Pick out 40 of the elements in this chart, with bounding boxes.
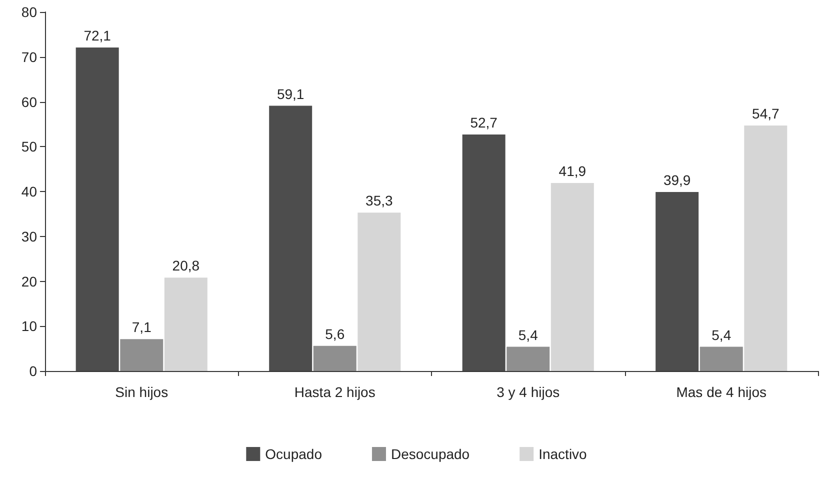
data-label: 52,7	[470, 114, 498, 131]
y-tick-label: 70	[21, 48, 38, 65]
data-label: 20,8	[172, 258, 200, 274]
data-label: 54,7	[752, 106, 780, 122]
data-label: 5,4	[518, 326, 538, 343]
data-label: 72,1	[84, 27, 112, 44]
data-label: 5,4	[712, 326, 732, 343]
bar	[120, 339, 164, 371]
y-tick-label: 60	[21, 94, 38, 110]
y-tick-label: 80	[21, 4, 38, 20]
legend-label: Desocupado	[390, 446, 470, 462]
bar	[656, 192, 699, 371]
y-tick-label: 20	[21, 273, 38, 290]
data-label: 7,1	[132, 319, 152, 336]
bar	[164, 278, 208, 371]
x-tick-label: Sin hijos	[115, 384, 168, 400]
bar	[358, 212, 401, 371]
y-tick-label: 40	[21, 184, 38, 200]
bar	[76, 47, 119, 371]
bar	[550, 182, 594, 371]
data-label: 35,3	[366, 192, 393, 209]
bar	[506, 346, 550, 371]
x-tick-label: 3 y 4 hijos	[496, 384, 560, 400]
y-tick-label: 50	[21, 138, 38, 155]
y-tick-label: 10	[21, 318, 38, 334]
data-label: 41,9	[558, 162, 586, 179]
x-tick-label: Mas de 4 hijos	[676, 384, 767, 400]
data-label: 5,6	[325, 326, 345, 342]
legend-label: Inactivo	[538, 446, 588, 462]
bar	[744, 126, 788, 371]
bar	[313, 346, 356, 371]
legend-label: Ocupado	[265, 446, 322, 462]
bar	[269, 106, 312, 371]
y-tick-label: 30	[21, 228, 38, 244]
data-label: 59,1	[276, 86, 304, 102]
bar	[462, 134, 506, 371]
x-tick-label: Hasta 2 hijos	[294, 384, 376, 400]
y-tick-label: 0	[29, 363, 38, 379]
bar	[700, 346, 743, 371]
data-label: 39,9	[663, 172, 691, 188]
